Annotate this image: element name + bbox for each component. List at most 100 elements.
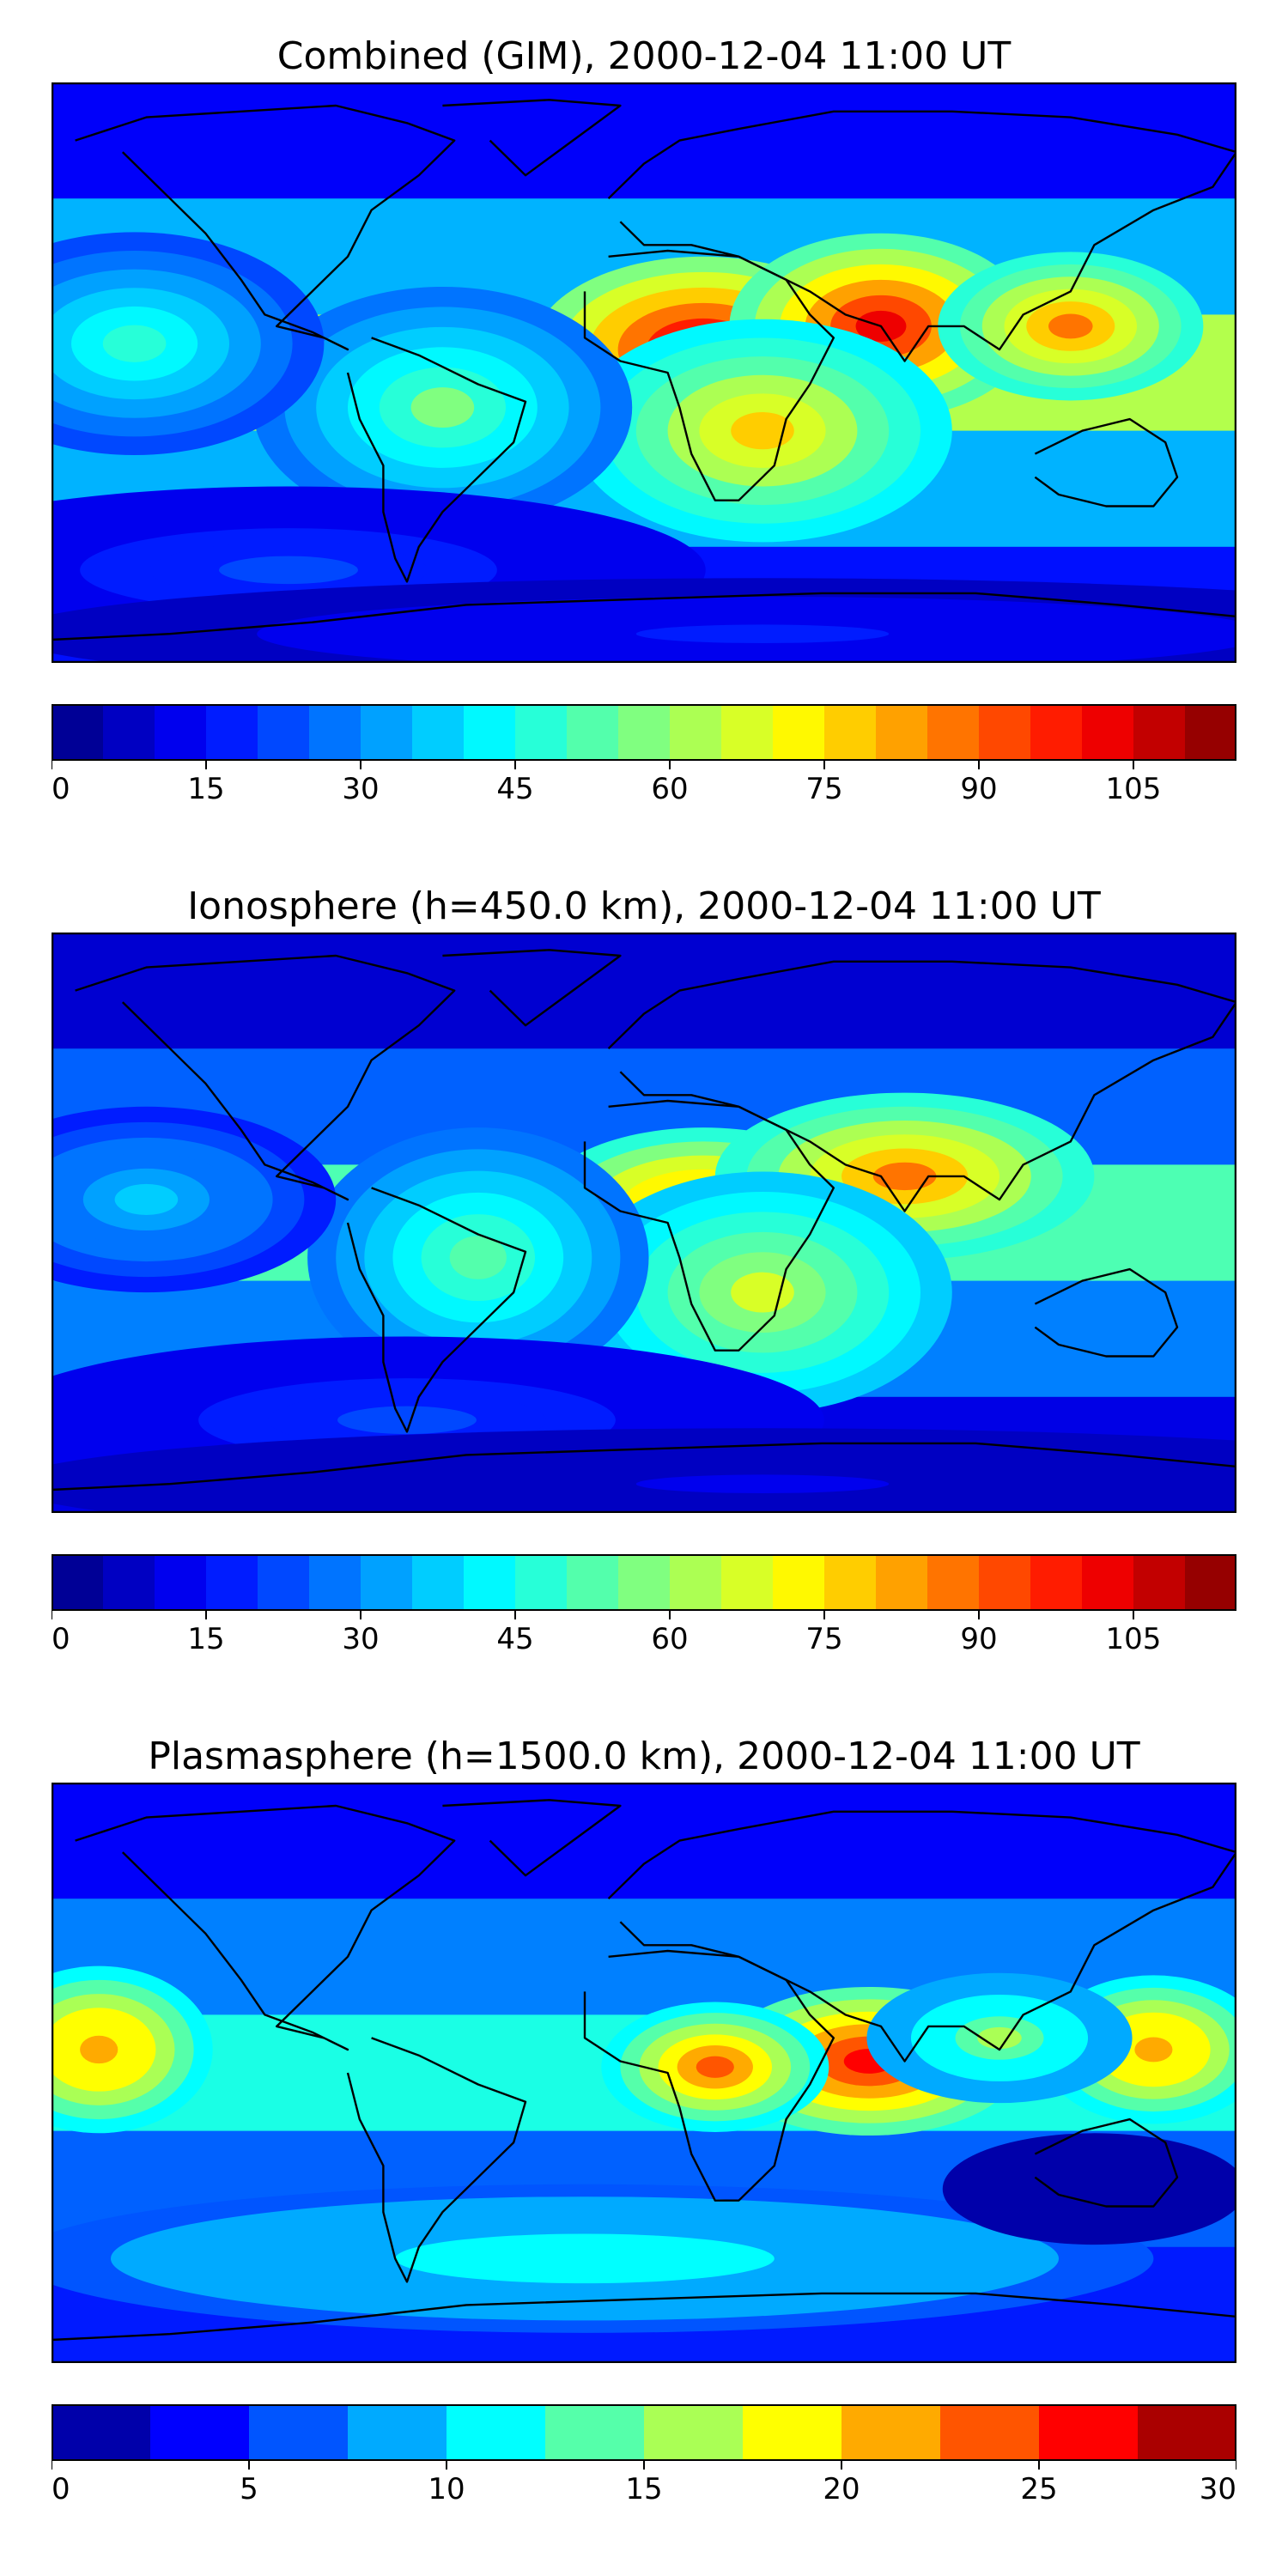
colorbar-tick-label: 0 (52, 772, 70, 806)
tec-region: Southern Africa (573, 1171, 952, 1413)
coastline (607, 1810, 1236, 2063)
colorbar-tick-label: 0 (52, 2472, 70, 2506)
map-frame (52, 1783, 1236, 2363)
tec-contour-level (1048, 313, 1093, 339)
colorbar-ticks: 0 15 30 45 60 75 90 105 (52, 761, 1162, 806)
colorbar-tick-label: 15 (187, 772, 224, 806)
colorbar-level (1030, 1554, 1083, 1611)
colorbar-level (824, 1554, 877, 1611)
colorbar-level (150, 2404, 250, 2461)
tec-contour-level (872, 1162, 937, 1191)
colorbar-level (567, 1554, 619, 1611)
colorbar-level (721, 704, 774, 761)
colorbar-level (721, 1554, 774, 1611)
chart-title: Plasmasphere (h=1500.0 km), 2000-12-04 1… (148, 1735, 1140, 1778)
coastline (583, 1099, 835, 1352)
colorbar (52, 2404, 1236, 2461)
colorbar-level (249, 2404, 349, 2461)
tec-contour-level (1134, 2037, 1173, 2063)
colorbar-tick-label: 10 (428, 2472, 465, 2506)
chart-title: Combined (GIM), 2000-12-04 11:00 UT (276, 34, 1012, 78)
colorbar-level (927, 1554, 980, 1611)
coastline (442, 99, 622, 177)
tec-map: East AfricaCentral AfricaWestern Pacific… (52, 1783, 1236, 2363)
colorbar-level (155, 704, 207, 761)
tec-contour-level (80, 2035, 118, 2064)
colorbar-level (515, 704, 568, 761)
colorbar-level (979, 704, 1031, 761)
colorbar-level (103, 704, 155, 761)
colorbar-tick-label: 90 (960, 1622, 997, 1656)
colorbar (52, 1554, 1236, 1611)
colorbar-level (258, 1554, 310, 1611)
map-background-band (52, 1783, 1236, 1900)
colorbar-level (545, 2404, 645, 2461)
colorbar-frame (52, 2404, 1236, 2461)
tec-contour-level (977, 2026, 1022, 2050)
colorbar-level (1185, 704, 1236, 761)
colorbar-tick-label: 30 (342, 772, 379, 806)
colorbar-level (52, 704, 104, 761)
tec-contour-level (731, 411, 794, 450)
tec-map: Africa / ArabiaSouth AsiaSoutheast AsiaS… (52, 82, 1236, 663)
tec-region: Southern Africa (573, 319, 952, 543)
colorbar-tick-label: 75 (805, 1622, 842, 1656)
coastline (1034, 417, 1179, 507)
tec-contour-level (410, 387, 475, 428)
colorbar-tick-label: 90 (960, 772, 997, 806)
coastline (346, 2037, 527, 2283)
tec-region: South America (252, 286, 633, 529)
colorbar-level (670, 1554, 722, 1611)
colorbar-level (447, 2404, 546, 2461)
tec-contour-level (489, 2245, 680, 2271)
colorbar-level (309, 1554, 361, 1611)
tec-region: Central Africa (601, 2002, 829, 2132)
colorbar-ticks: 0 15 30 45 60 75 90 105 (52, 1611, 1162, 1656)
colorbar-level (876, 1554, 928, 1611)
colorbar-level (52, 1554, 104, 1611)
colorbar-level (743, 2404, 842, 2461)
colorbar-level (1185, 1554, 1236, 1611)
colorbar-tick-label: 15 (625, 2472, 662, 2506)
colorbar-level (927, 704, 980, 761)
colorbar-level (361, 704, 413, 761)
colorbar-level (1138, 2404, 1236, 2461)
colorbar-level (670, 704, 722, 761)
colorbar-level (1133, 1554, 1186, 1611)
tec-region: North Pacific (52, 1106, 337, 1293)
colorbar-ticks: 0 5 10 15 20 25 30 (52, 2461, 1236, 2506)
colorbar-level (412, 1554, 465, 1611)
colorbar-level (618, 704, 671, 761)
coastline (52, 592, 1236, 641)
coastline (583, 1949, 835, 2202)
colorbar-level (206, 704, 258, 761)
map-frame (52, 82, 1236, 663)
colorbar-level (103, 1554, 155, 1611)
colorbar-tick-label: 60 (651, 1622, 688, 1656)
colorbar-level (258, 704, 310, 761)
tec-contour-level (696, 2056, 734, 2078)
colorbar-level (361, 1554, 413, 1611)
colorbar-tick-label: 20 (823, 2472, 860, 2506)
coastline (75, 104, 456, 351)
colorbar-level (464, 1554, 516, 1611)
tec-region: North Pacific (52, 232, 325, 455)
colorbar-tick-label: 30 (1200, 2472, 1236, 2506)
tec-contour-level (219, 556, 358, 585)
tec-contour-level (635, 1474, 890, 1494)
coastline (75, 1804, 456, 2051)
tec-contour-level (635, 624, 890, 644)
colorbar-level (155, 1554, 207, 1611)
coastline (75, 954, 456, 1201)
colorbar-level (52, 2404, 151, 2461)
tec-contour-level (102, 325, 167, 362)
colorbar-level (940, 2404, 1040, 2461)
colorbar-tick-label: 105 (1106, 772, 1162, 806)
colorbar-tick-label: 105 (1106, 1622, 1162, 1656)
colorbar-level (309, 704, 361, 761)
colorbar-level (644, 2404, 744, 2461)
coastline (346, 1187, 527, 1433)
coastline (1034, 1267, 1179, 1358)
colorbar-level (773, 1554, 825, 1611)
colorbar-level (567, 704, 619, 761)
